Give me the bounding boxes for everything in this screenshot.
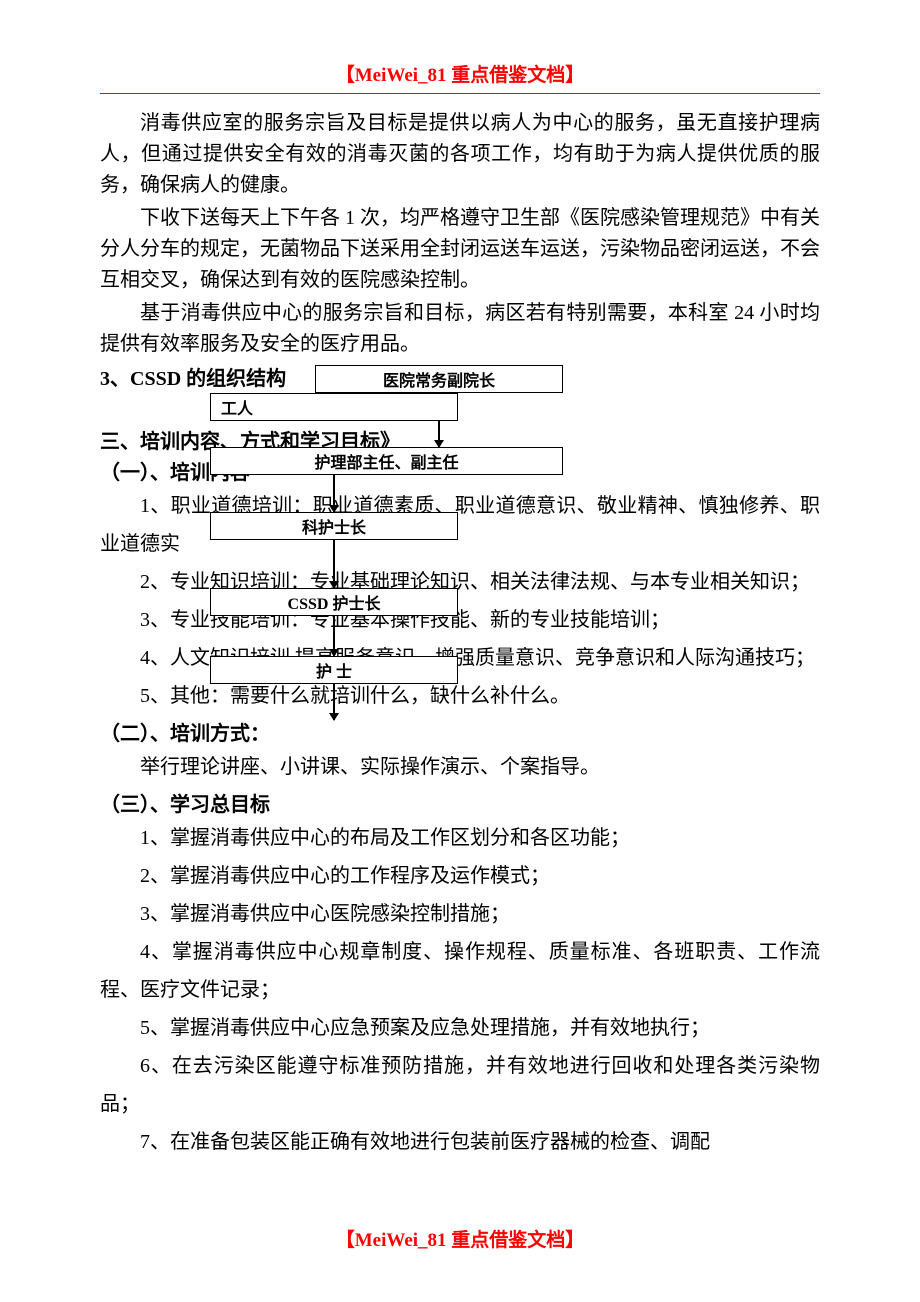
page-header: 【MeiWei_81 重点借鉴文档】 <box>100 60 820 87</box>
goal-item-3: 3、掌握消毒供应中心医院感染控制措施； <box>100 895 820 933</box>
org-arrow-1 <box>438 421 440 447</box>
org-arrow-3 <box>333 540 335 588</box>
org-box-cssd-head-nurse: CSSD 护士长 <box>210 588 458 616</box>
org-box-worker: 工人 <box>210 393 458 421</box>
org-arrow-4 <box>333 616 335 656</box>
train-item-3: 3、专业技能培训：专业基本操作技能、新的专业技能培训； <box>100 601 820 639</box>
org-box-deputy-dean: 医院常务副院长 <box>315 365 563 393</box>
org-arrow-2 <box>333 475 335 512</box>
header-divider <box>100 93 820 94</box>
intro-p3: 基于消毒供应中心的服务宗旨和目标，病区若有特别需要，本科室 24 小时均提供有效… <box>100 298 820 360</box>
intro-p2: 下收下送每天上下午各 1 次，均严格遵守卫生部《医院感染管理规范》中有关分人分车… <box>100 203 820 296</box>
content-region: 消毒供应室的服务宗旨及目标是提供以病人为中心的服务，虽无直接护理病人，但通过提供… <box>100 108 820 1161</box>
goal-item-5: 5、掌握消毒供应中心应急预案及应急处理措施，并有效地执行； <box>100 1009 820 1047</box>
org-box-nursing-director: 护理部主任、副主任 <box>210 447 563 475</box>
subsection-c-title: （三）、学习总目标 <box>100 788 820 817</box>
org-arrow-5 <box>333 684 335 720</box>
page-footer: 【MeiWei_81 重点借鉴文档】 <box>0 1225 920 1252</box>
train-item-5: 5、其他：需要什么就培训什么，缺什么补什么。 <box>100 677 820 715</box>
goal-item-6: 6、在去污染区能遵守标准预防措施，并有效地进行回收和处理各类污染物品； <box>100 1047 820 1123</box>
org-box-nurse: 护 士 <box>210 656 458 684</box>
goal-item-1: 1、掌握消毒供应中心的布局及工作区划分和各区功能； <box>100 819 820 857</box>
goal-item-2: 2、掌握消毒供应中心的工作程序及运作模式； <box>100 857 820 895</box>
goal-item-7: 7、在准备包装区能正确有效地进行包装前医疗器械的检查、调配 <box>100 1123 820 1161</box>
subsection-b-title: （二）、培训方式： <box>100 717 820 746</box>
goal-item-4: 4、掌握消毒供应中心规章制度、操作规程、质量标准、各班职责、工作流程、医疗文件记… <box>100 933 820 1009</box>
org-box-dept-head-nurse: 科护士长 <box>210 512 458 540</box>
train-item-4: 4、人文知识培训 提高服务意识，增强质量意识、竞争意识和人际沟通技巧； <box>100 639 820 677</box>
train-item-2: 2、专业知识培训：专业基础理论知识、相关法律法规、与本专业相关知识； <box>100 563 820 601</box>
intro-p1: 消毒供应室的服务宗旨及目标是提供以病人为中心的服务，虽无直接护理病人，但通过提供… <box>100 108 820 201</box>
train-method-text: 举行理论讲座、小讲课、实际操作演示、个案指导。 <box>100 748 820 786</box>
train-item-1: 1、职业道德培训：职业道德素质、职业道德意识、敬业精神、慎独修养、职业道德实 <box>100 487 820 563</box>
